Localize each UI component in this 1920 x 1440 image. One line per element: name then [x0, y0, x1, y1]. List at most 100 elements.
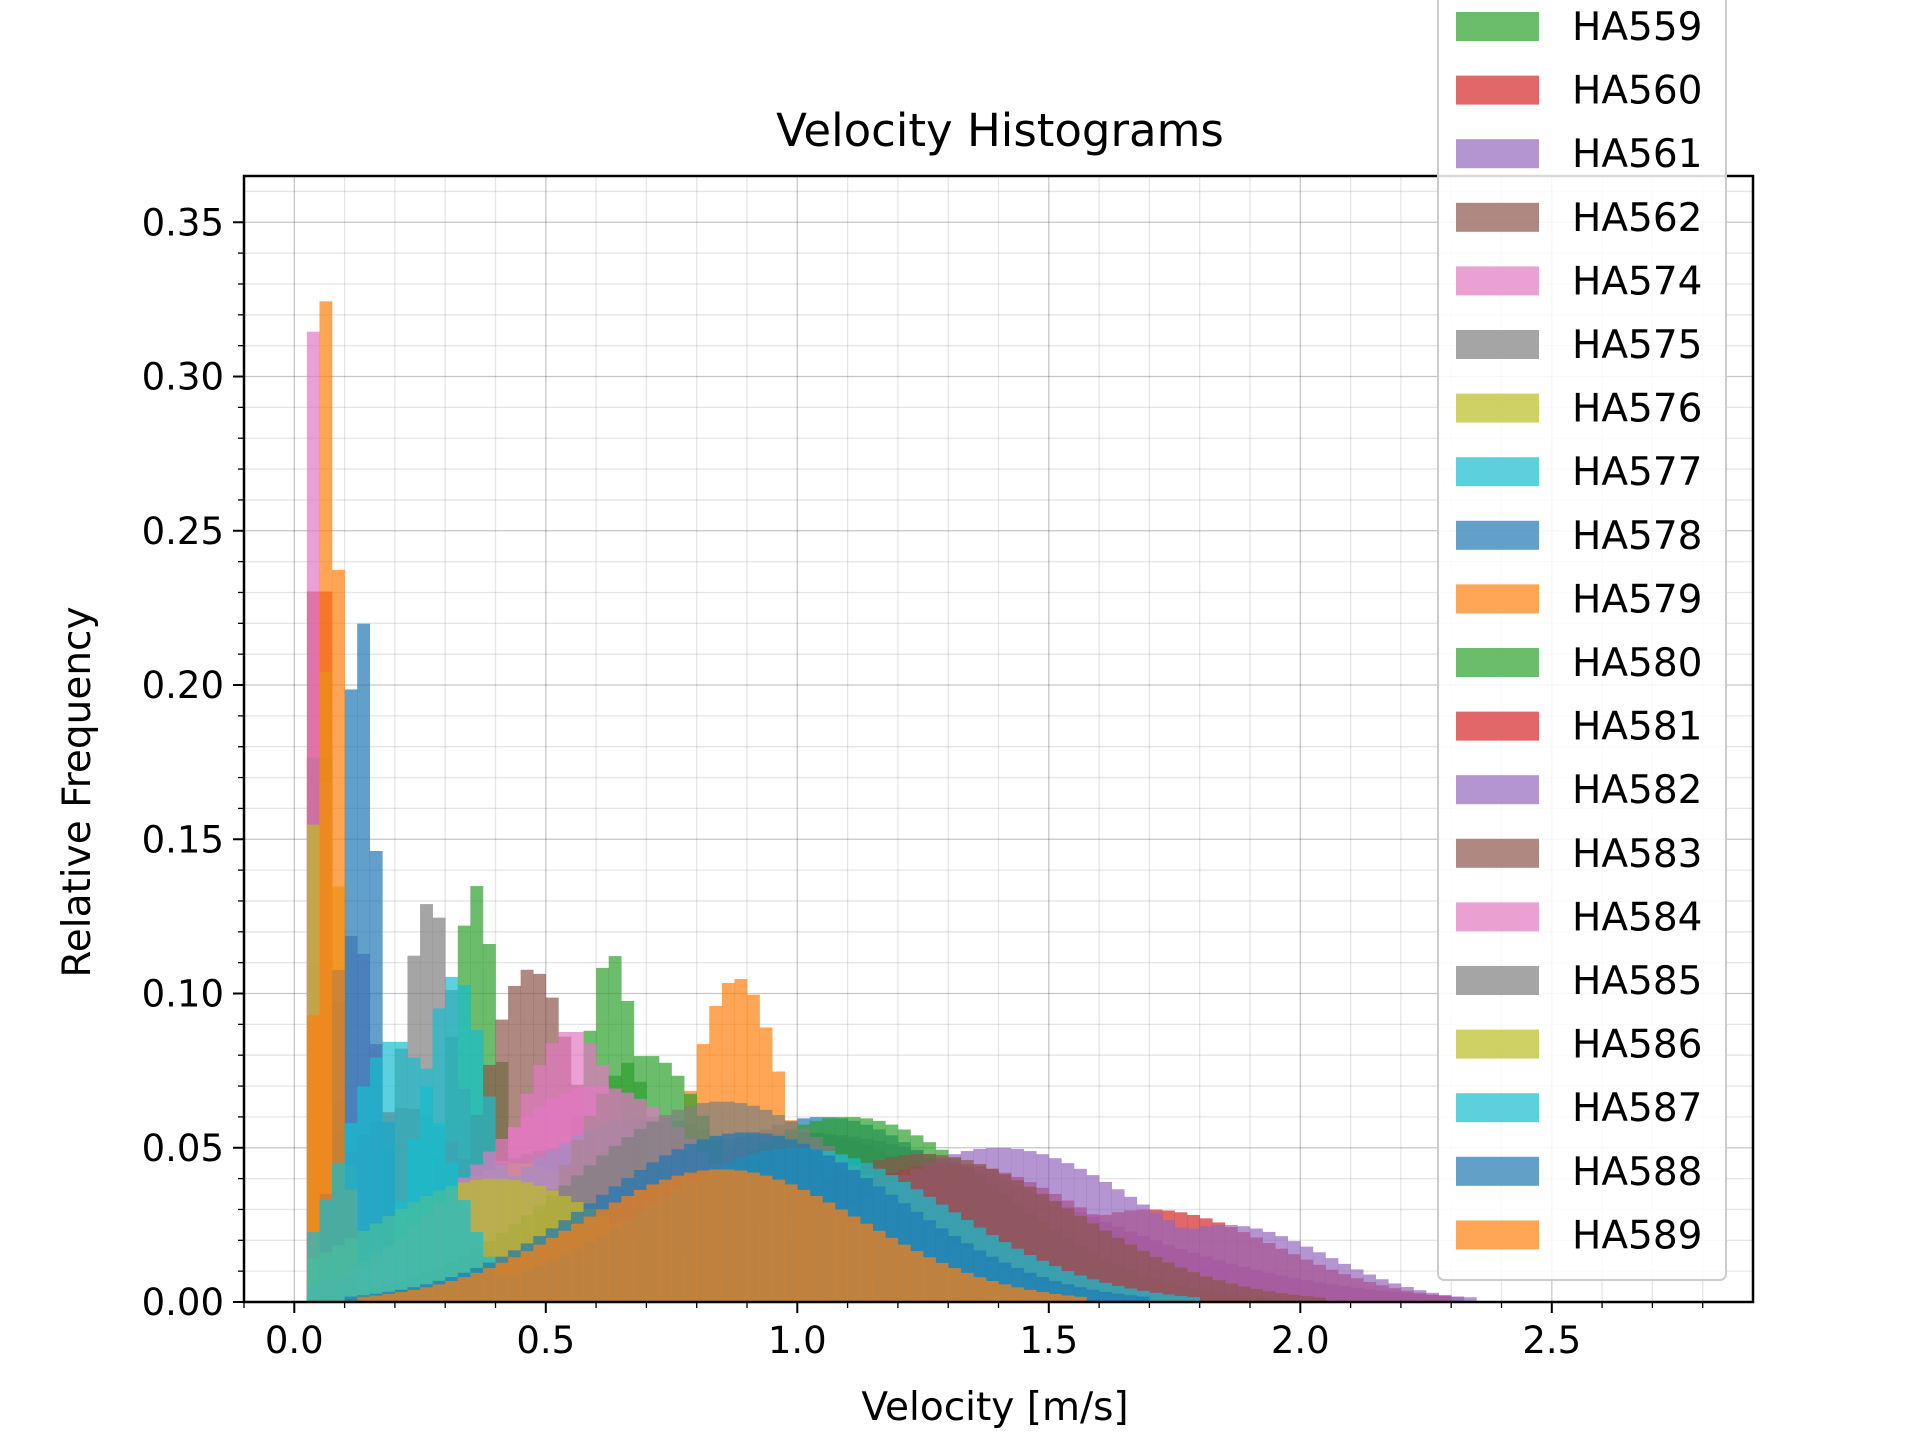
bar-ha587-2: [319, 1200, 333, 1302]
bar-ha589-35: [734, 1170, 748, 1302]
bar-ha583-68: [1149, 1256, 1163, 1302]
bar-ha589-44: [847, 1216, 861, 1302]
legend-swatch-ha585: [1456, 966, 1539, 995]
legend-swatch-ha576: [1456, 393, 1539, 423]
bar-ha589-5: [357, 1296, 371, 1302]
bar-ha589-45: [860, 1223, 874, 1302]
bar-ha583-73: [1212, 1280, 1226, 1302]
axis-ticks: 0.00 0.05 0.10 0.15 0.20 0.25 0.30 0.35 0.0 0.5 1.…: [142, 201, 1704, 1362]
x-tick-label: 0.0: [265, 1319, 324, 1362]
legend-label-ha578: HA578: [1572, 514, 1702, 559]
bar-ha589-42: [822, 1202, 836, 1302]
bar-ha589-54: [973, 1277, 987, 1302]
bar-ha583-79: [1287, 1294, 1301, 1302]
legend-label-ha575: HA575: [1572, 323, 1702, 368]
bar-ha587-4: [344, 1123, 358, 1302]
legend-label-ha574: HA574: [1572, 259, 1702, 304]
legend-label-ha583: HA583: [1572, 832, 1702, 877]
bar-ha589-39: [784, 1184, 798, 1302]
y-tick-label: 0.00: [142, 1281, 224, 1324]
legend-swatch-ha581: [1456, 711, 1539, 741]
bar-ha583-75: [1237, 1286, 1251, 1302]
bar-ha589-53: [960, 1272, 974, 1302]
x-tick-label: 1.5: [1019, 1319, 1078, 1362]
bar-ha589-15: [482, 1268, 496, 1302]
bar-ha587-71: [1187, 1297, 1200, 1302]
bar-ha582-82: [1325, 1258, 1339, 1302]
legend-label-ha579: HA579: [1572, 577, 1702, 622]
legend-swatch-ha580: [1456, 648, 1539, 677]
legend-swatch-ha587: [1456, 1093, 1539, 1123]
bar-ha583-69: [1161, 1262, 1175, 1302]
bar-ha589-31: [684, 1172, 697, 1302]
bar-ha589-38: [772, 1179, 786, 1302]
bar-ha587-67: [1136, 1290, 1150, 1302]
bar-ha589-20: [545, 1237, 559, 1302]
legend-label-ha561: HA561: [1572, 132, 1702, 177]
legend-label-ha577: HA577: [1572, 450, 1702, 495]
y-tick-label: 0.05: [142, 1127, 224, 1170]
bar-ha582-89: [1413, 1290, 1427, 1302]
bar-ha587-69: [1161, 1294, 1175, 1302]
bar-ha589-29: [658, 1179, 672, 1302]
bar-ha589-22: [570, 1223, 584, 1302]
legend-swatch-ha562: [1456, 202, 1539, 232]
bar-ha588-64: [1099, 1291, 1112, 1302]
bar-ha589-8: [394, 1292, 408, 1302]
bar-ha589-21: [558, 1230, 572, 1302]
legend-swatch-ha578: [1456, 520, 1539, 550]
bar-ha589-23: [583, 1216, 597, 1302]
bar-ha587-10: [420, 1086, 433, 1302]
y-tick-label: 0.15: [142, 818, 224, 861]
bar-ha583-78: [1275, 1293, 1289, 1302]
bar-ha589-55: [985, 1280, 999, 1302]
bar-ha582-74: [1224, 1225, 1238, 1302]
legend: HA559 HA560 HA561 HA562 HA574 HA575 HA576 HA577…: [1437, 0, 1727, 1281]
bar-ha582-92: [1451, 1296, 1465, 1302]
bar-ha589-10: [420, 1287, 433, 1302]
y-tick-label: 0.25: [142, 510, 224, 553]
bar-ha589-37: [759, 1175, 773, 1302]
bar-ha589-43: [835, 1209, 848, 1302]
bar-ha589-27: [633, 1189, 647, 1302]
bar-ha587-3: [332, 1162, 345, 1302]
bar-ha589-16: [495, 1262, 509, 1302]
bar-ha589-6: [369, 1295, 383, 1302]
x-axis-label: Velocity [m/s]: [861, 1385, 1128, 1430]
bar-ha582-90: [1426, 1292, 1439, 1302]
legend-label-ha588: HA588: [1572, 1150, 1702, 1195]
bar-ha583-72: [1199, 1276, 1213, 1302]
bar-ha583-80: [1300, 1296, 1314, 1302]
bar-ha587-11: [432, 1123, 446, 1302]
legend-swatch-ha579: [1456, 584, 1539, 614]
bar-ha583-66: [1124, 1244, 1138, 1302]
bar-ha561-93: [1463, 1297, 1477, 1302]
legend-swatch-ha589: [1456, 1220, 1539, 1250]
bar-ha589-61: [1061, 1295, 1075, 1302]
legend-label-ha581: HA581: [1572, 705, 1702, 750]
bar-ha589-19: [533, 1244, 547, 1302]
bar-ha589-49: [910, 1251, 924, 1302]
bar-ha582-87: [1388, 1283, 1402, 1302]
bar-ha588-63: [1086, 1289, 1100, 1302]
bar-ha582-88: [1400, 1287, 1414, 1302]
bar-ha589-51: [935, 1262, 949, 1302]
bar-ha582-78: [1275, 1236, 1289, 1302]
legend-swatch-ha575: [1456, 330, 1539, 359]
bar-ha583-76: [1250, 1289, 1263, 1302]
bar-ha583-77: [1262, 1291, 1276, 1302]
bar-ha589-33: [709, 1169, 723, 1302]
bar-ha589-11: [432, 1284, 446, 1302]
bar-ha589-26: [621, 1195, 635, 1302]
bar-ha582-80: [1300, 1246, 1314, 1302]
bar-ha589-13: [457, 1277, 471, 1302]
bar-ha587-8: [394, 1041, 408, 1302]
bar-ha589-14: [470, 1272, 484, 1302]
legend-label-ha559: HA559: [1572, 5, 1702, 50]
x-tick-label: 0.5: [516, 1319, 575, 1362]
bar-ha583-71: [1187, 1272, 1200, 1302]
bar-ha589-62: [1073, 1296, 1087, 1302]
bar-ha587-68: [1149, 1292, 1163, 1302]
bar-ha589-12: [445, 1280, 459, 1302]
